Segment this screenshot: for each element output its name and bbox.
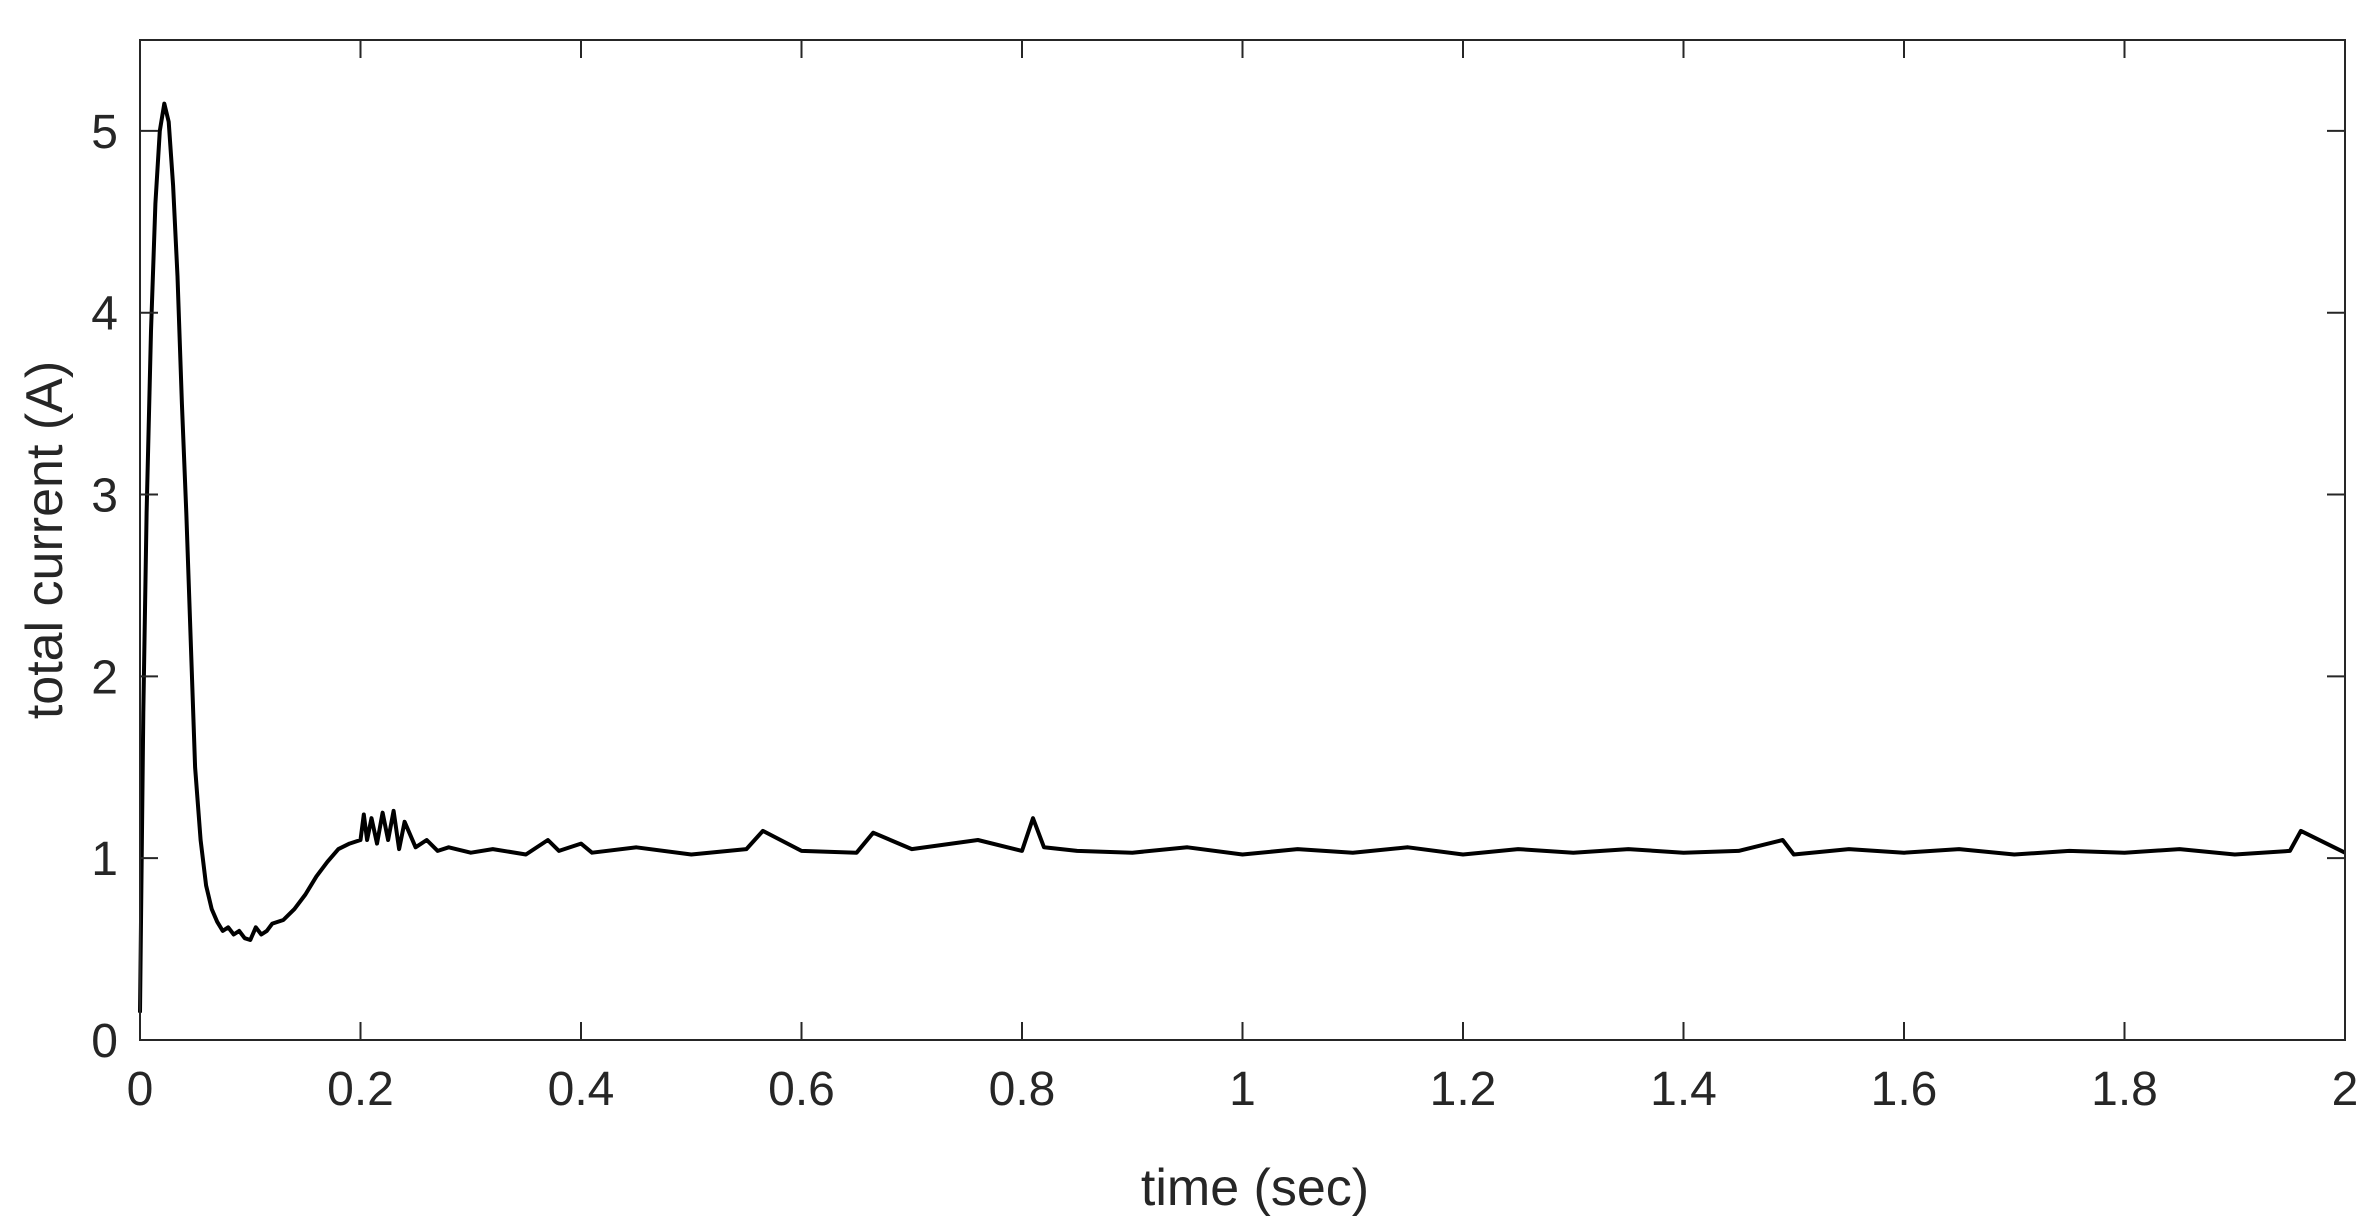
x-tick-label: 0.4 bbox=[548, 1063, 615, 1116]
y-tick-label: 1 bbox=[91, 833, 118, 886]
y-tick-label: 2 bbox=[91, 651, 118, 704]
x-tick-label: 1.2 bbox=[1430, 1063, 1497, 1116]
x-tick-label: 0 bbox=[127, 1063, 154, 1116]
y-tick-label: 4 bbox=[91, 288, 118, 341]
y-tick-label: 0 bbox=[91, 1015, 118, 1068]
x-tick-label: 0.8 bbox=[989, 1063, 1056, 1116]
x-tick-label: 0.2 bbox=[327, 1063, 394, 1116]
x-axis-label: time (sec) bbox=[1141, 1159, 1369, 1217]
y-axis-label: total current (A) bbox=[16, 361, 74, 719]
y-tick-label: 5 bbox=[91, 106, 118, 159]
x-tick-label: 1.4 bbox=[1650, 1063, 1717, 1116]
x-tick-label: 2 bbox=[2332, 1063, 2359, 1116]
plot-frame bbox=[139, 39, 2346, 1041]
y-tick-label: 3 bbox=[91, 470, 118, 523]
x-tick-label: 1.8 bbox=[2091, 1063, 2158, 1116]
series-line-0 bbox=[138, 101, 2346, 1013]
x-tick-label: 1 bbox=[1229, 1063, 1256, 1116]
x-tick-label: 1.6 bbox=[1871, 1063, 1938, 1116]
x-tick-label: 0.6 bbox=[768, 1063, 835, 1116]
